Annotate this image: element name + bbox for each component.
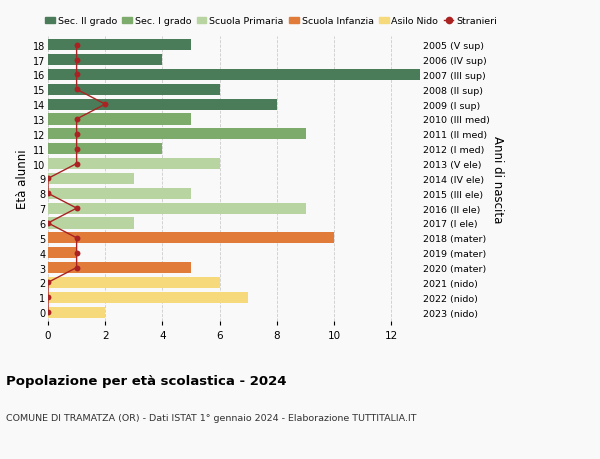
Bar [48,263,191,274]
Point [72,42,82,49]
Y-axis label: Età alunni: Età alunni [16,149,29,209]
Point [43,175,53,183]
Point [72,264,82,272]
Bar [48,99,277,111]
Point [43,309,53,316]
Point [100,101,110,109]
Point [72,86,82,94]
Bar [48,40,191,51]
Bar [48,114,191,125]
Point [43,279,53,286]
Bar [48,307,105,318]
Point [72,116,82,123]
Point [72,161,82,168]
Bar [48,218,134,229]
Point [72,205,82,213]
Bar [48,159,220,170]
Text: COMUNE DI TRAMATZA (OR) - Dati ISTAT 1° gennaio 2024 - Elaborazione TUTTITALIA.I: COMUNE DI TRAMATZA (OR) - Dati ISTAT 1° … [6,413,416,422]
Point [72,146,82,153]
Point [72,235,82,242]
Bar [48,174,134,185]
Bar [48,233,334,244]
Bar [48,55,163,66]
Point [43,220,53,227]
Bar [48,277,220,288]
Point [72,72,82,79]
Point [43,190,53,197]
Y-axis label: Anni di nascita: Anni di nascita [491,135,503,223]
Bar [48,70,420,81]
Point [72,131,82,138]
Bar [48,144,163,155]
Point [43,294,53,301]
Bar [48,247,77,259]
Text: Popolazione per età scolastica - 2024: Popolazione per età scolastica - 2024 [6,374,287,387]
Bar [48,188,191,199]
Point [72,57,82,64]
Bar [48,292,248,303]
Bar [48,84,220,95]
Bar [48,203,305,214]
Bar [48,129,305,140]
Legend: Sec. II grado, Sec. I grado, Scuola Primaria, Scuola Infanzia, Asilo Nido, Stran: Sec. II grado, Sec. I grado, Scuola Prim… [45,17,497,26]
Point [72,249,82,257]
